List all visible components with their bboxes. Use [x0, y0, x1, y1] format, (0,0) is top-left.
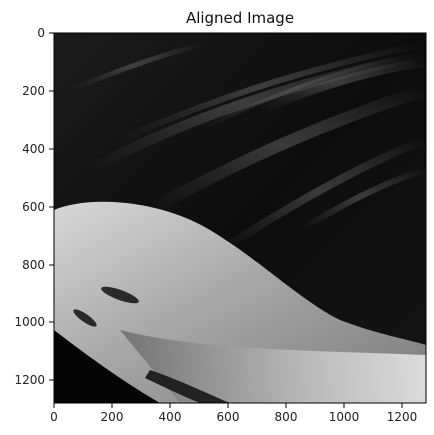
x-tick-label: 200: [101, 410, 124, 424]
x-tick-label: 800: [275, 410, 298, 424]
x-tick-label: 1200: [387, 410, 418, 424]
aligned-image: [54, 33, 426, 403]
x-axis: 0 200 400 600 800 1000 1200: [50, 403, 417, 424]
dark-strand: [145, 370, 230, 403]
lower-region: [120, 330, 426, 403]
x-tick-label: 0: [50, 410, 58, 424]
hair-streaks: [69, 42, 426, 254]
y-tick-label: 1000: [14, 315, 45, 329]
x-tick-label: 600: [217, 410, 240, 424]
y-tick-label: 600: [22, 200, 45, 214]
y-axis: 0 200 400 600 800 1000 1200: [14, 26, 54, 387]
y-tick-label: 1200: [14, 373, 45, 387]
y-tick-label: 200: [22, 84, 45, 98]
plot-frame: [53, 32, 427, 404]
eye-shape: [101, 286, 139, 304]
y-tick-label: 0: [37, 26, 45, 40]
dark-corner: [54, 330, 160, 403]
x-tick-label: 1000: [329, 410, 360, 424]
y-tick-label: 400: [22, 142, 45, 156]
figure-title: Aligned Image: [186, 9, 294, 27]
x-tick-label: 400: [159, 410, 182, 424]
y-tick-label: 800: [22, 258, 45, 272]
eye-shape: [73, 309, 97, 327]
